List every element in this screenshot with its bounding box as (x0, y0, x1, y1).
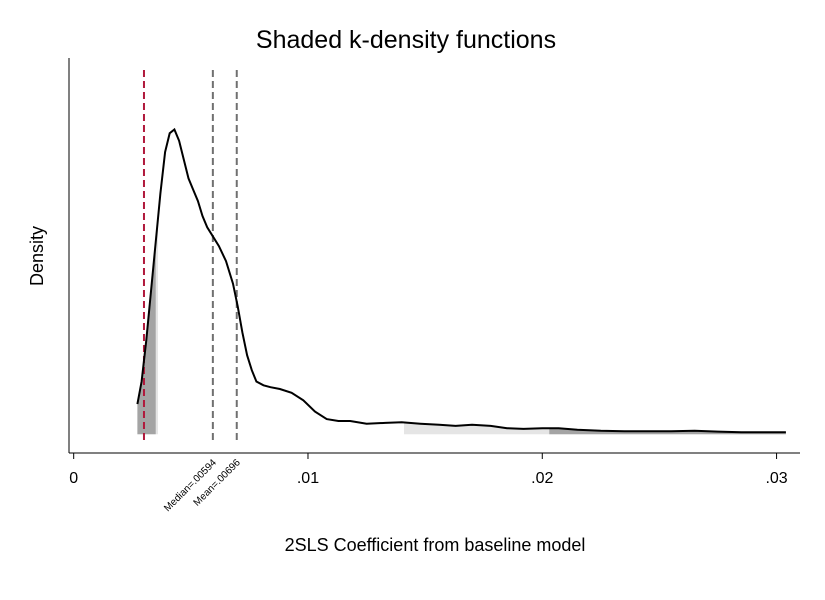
x-axis-ticks: 0 .01 .02 .03 (69, 453, 788, 487)
x-tick-label-1: 0 (69, 470, 78, 487)
density-curve (136, 127, 786, 434)
reference-lines (142, 70, 238, 440)
x-tick-label-4: .03 (765, 470, 787, 487)
shaded-regions (137, 217, 786, 435)
x-axis-title: 2SLS Coefficient from baseline model (285, 535, 586, 555)
chart-title: Shaded k-density functions (256, 26, 556, 54)
x-tick-label-3: .02 (531, 470, 553, 487)
x-tick-label-2: .01 (297, 470, 319, 487)
y-axis-title: Density (27, 226, 47, 286)
